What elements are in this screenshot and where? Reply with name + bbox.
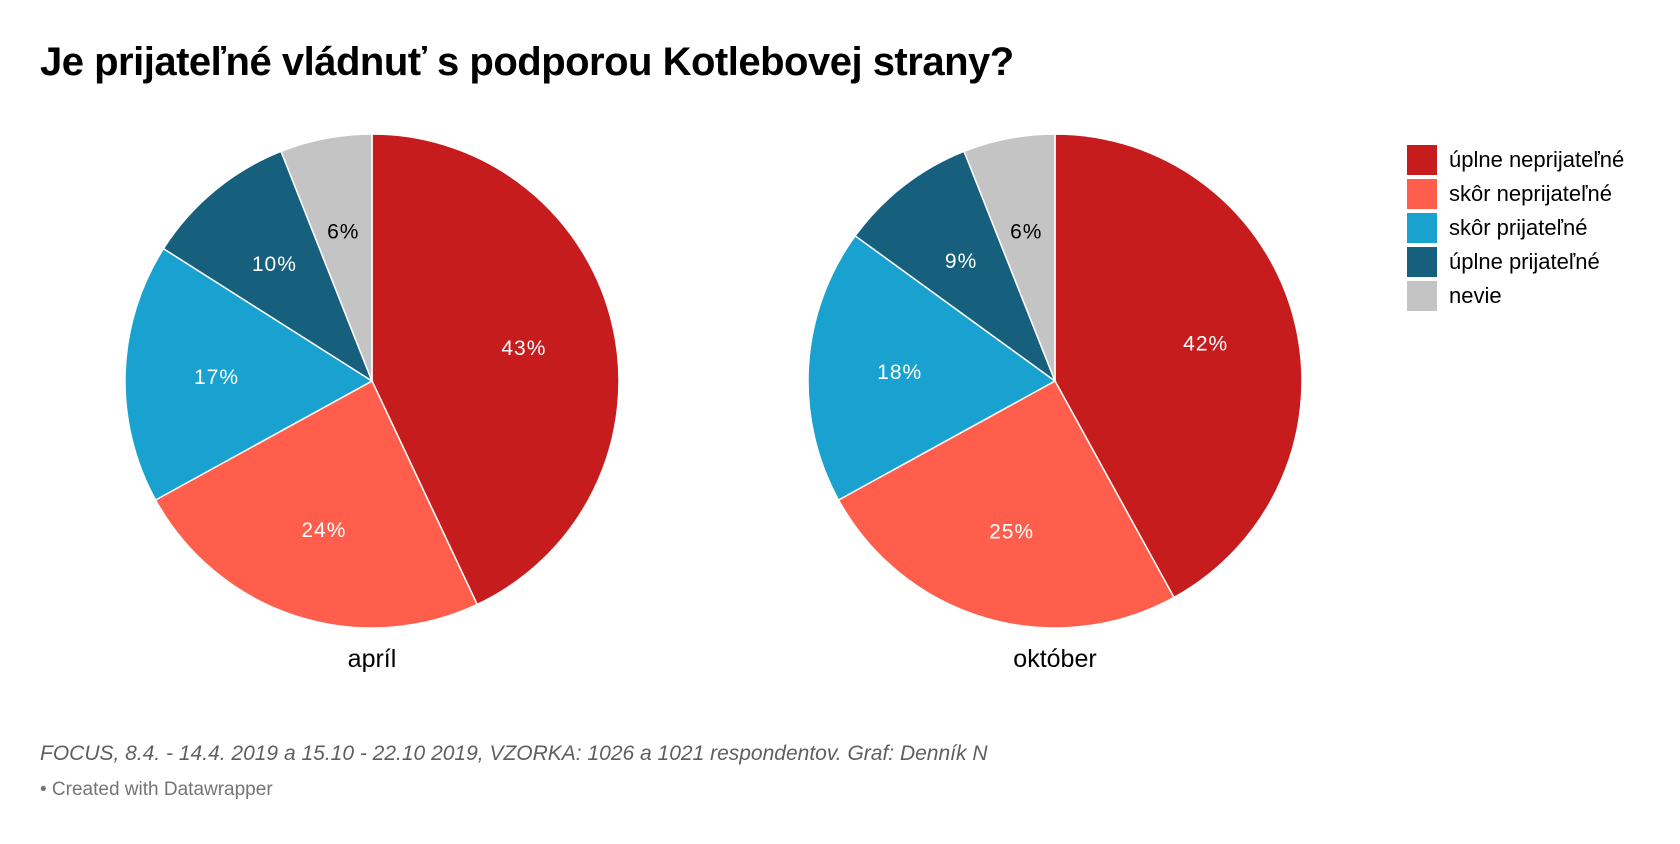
legend-swatch (1407, 179, 1437, 209)
legend-label: úplne neprijateľné (1449, 147, 1625, 172)
pie-chart-october: 42% 25% 18% 9% 6% október (807, 133, 1303, 673)
pie-slice-skor-neprijatelne (154, 379, 479, 629)
datawrapper-credit[interactable]: • Created with Datawrapper (40, 779, 273, 800)
chart-title: Je prijateľné vládnuť s podporou Kotlebo… (40, 40, 1014, 84)
pie-chart-label: október (1013, 645, 1096, 673)
pie-slice-uplne-neprijatelne (1054, 133, 1303, 599)
legend-label: úplne prijateľné (1449, 249, 1600, 274)
legend-item: nevie (1407, 279, 1624, 313)
legend-swatch (1407, 213, 1437, 243)
legend-item: skôr neprijateľné (1407, 177, 1624, 211)
pie-slice-nevie (280, 133, 373, 382)
pie-data-label: 9% (945, 250, 977, 273)
pie-data-label: 17% (194, 366, 239, 389)
pie-slice-uplne-prijatelne (162, 150, 374, 383)
pie-slice-skor-neprijatelne (837, 379, 1176, 629)
legend-label: skôr neprijateľné (1449, 181, 1612, 206)
pie-data-label: 6% (1010, 221, 1042, 244)
pie-data-label: 42% (1183, 332, 1228, 355)
pie-slice-skor-prijatelne (124, 247, 374, 502)
pie-chart-april: 43% 24% 17% 10% 6% apríl (124, 133, 620, 673)
legend-swatch (1407, 281, 1437, 311)
pie-data-label: 10% (252, 253, 297, 276)
pie-data-label: 6% (327, 221, 359, 244)
pie-slice-uplne-neprijatelne (371, 133, 620, 606)
pie-chart-label: apríl (348, 645, 397, 673)
source-note: FOCUS, 8.4. - 14.4. 2019 a 15.10 - 22.10… (40, 742, 988, 765)
pie-slice-uplne-prijatelne (854, 150, 1057, 384)
pie-data-label: 25% (989, 520, 1034, 543)
pie-data-label: 43% (501, 337, 546, 360)
pie-data-label: 24% (301, 519, 346, 542)
legend-item: úplne neprijateľné (1407, 143, 1624, 177)
legend: úplne neprijateľné skôr neprijateľné skô… (1407, 143, 1624, 313)
legend-item: úplne prijateľné (1407, 245, 1624, 279)
legend-label: nevie (1449, 283, 1502, 308)
legend-swatch (1407, 247, 1437, 277)
pie-slice-nevie (963, 133, 1056, 382)
legend-label: skôr prijateľné (1449, 215, 1588, 240)
legend-swatch (1407, 145, 1437, 175)
legend-item: skôr prijateľné (1407, 211, 1624, 245)
pie-slice-skor-prijatelne (807, 234, 1057, 502)
pie-data-label: 18% (877, 361, 922, 384)
